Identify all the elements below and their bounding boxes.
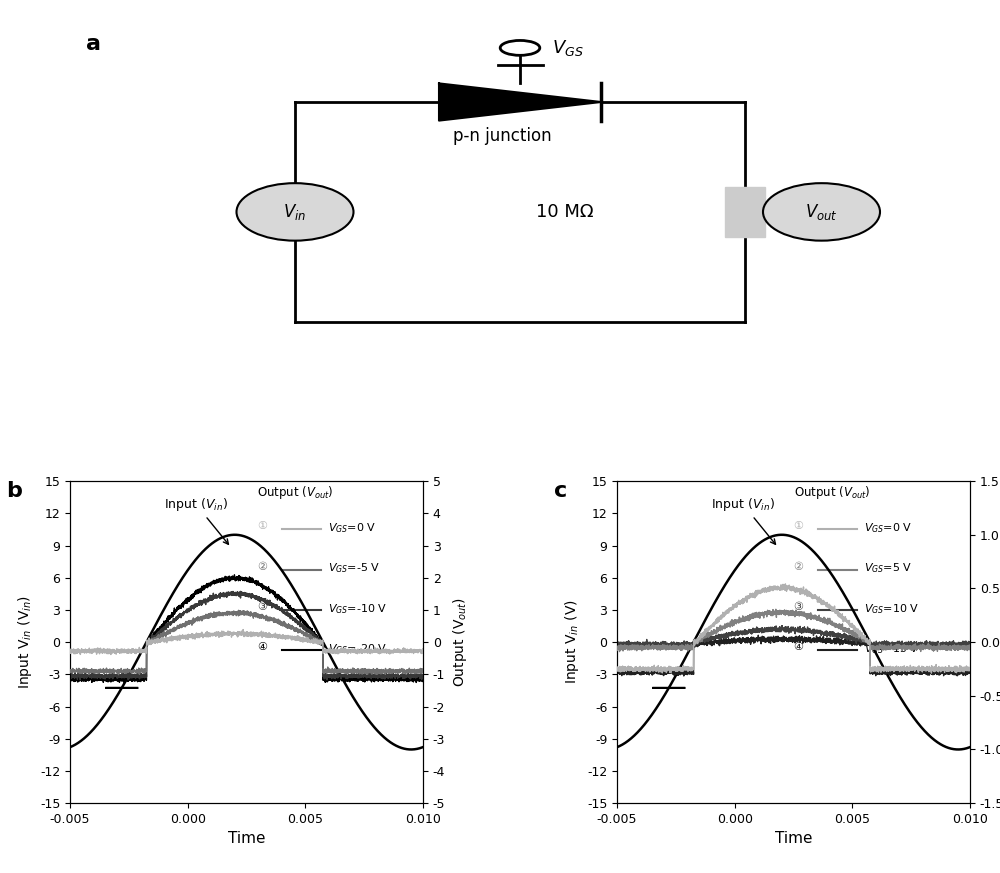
Text: $V_{GS}$=0 V: $V_{GS}$=0 V — [864, 521, 912, 535]
Text: Input ($V_{in}$): Input ($V_{in}$) — [164, 496, 228, 544]
Y-axis label: Output (V$_{out}$): Output (V$_{out}$) — [451, 597, 469, 687]
Text: p-n junction: p-n junction — [453, 127, 551, 146]
Text: ③: ③ — [257, 601, 267, 612]
Text: $V_{GS}$=15 V: $V_{GS}$=15 V — [864, 643, 920, 656]
Text: b: b — [6, 481, 22, 501]
Text: ④: ④ — [794, 643, 804, 652]
Text: ②: ② — [257, 561, 267, 572]
Bar — [725, 187, 765, 237]
Text: ①: ① — [257, 521, 267, 532]
Text: $V_{GS}$: $V_{GS}$ — [552, 38, 583, 58]
Ellipse shape — [763, 183, 880, 241]
Text: $V_{GS}$=5 V: $V_{GS}$=5 V — [864, 561, 912, 575]
Text: ③: ③ — [794, 601, 804, 612]
Text: ④: ④ — [257, 643, 267, 652]
Text: c: c — [554, 481, 567, 501]
Polygon shape — [439, 84, 601, 120]
Ellipse shape — [237, 183, 354, 241]
Text: Input ($V_{in}$): Input ($V_{in}$) — [711, 496, 776, 544]
Text: $V_{out}$: $V_{out}$ — [805, 202, 838, 222]
Text: ②: ② — [794, 561, 804, 572]
Text: $V_{GS}$=10 V: $V_{GS}$=10 V — [864, 601, 920, 615]
X-axis label: Time: Time — [775, 831, 812, 847]
Y-axis label: Input V$_{in}$ (V$_{in}$): Input V$_{in}$ (V$_{in}$) — [16, 595, 34, 689]
Text: $V_{GS}$=-20 V: $V_{GS}$=-20 V — [328, 643, 387, 656]
Text: $V_{GS}$=0 V: $V_{GS}$=0 V — [328, 521, 376, 535]
Text: $V_{in}$: $V_{in}$ — [283, 202, 307, 222]
Text: ①: ① — [794, 521, 804, 532]
Text: $V_{GS}$=-10 V: $V_{GS}$=-10 V — [328, 601, 387, 615]
X-axis label: Time: Time — [228, 831, 265, 847]
Text: 10 MΩ: 10 MΩ — [536, 203, 594, 221]
Text: $V_{GS}$=-5 V: $V_{GS}$=-5 V — [328, 561, 380, 575]
Text: Output ($V_{out}$): Output ($V_{out}$) — [257, 485, 334, 501]
Text: R: R — [772, 203, 785, 221]
Text: a: a — [86, 34, 101, 54]
Y-axis label: Input V$_{in}$ (V): Input V$_{in}$ (V) — [563, 600, 581, 684]
Text: Output ($V_{out}$): Output ($V_{out}$) — [794, 485, 870, 501]
